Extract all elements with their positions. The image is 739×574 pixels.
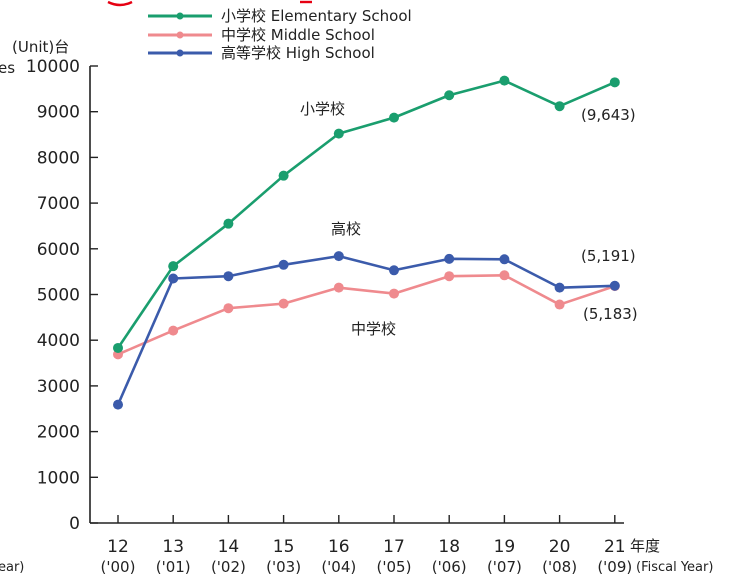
y-tick-label: 0 [69, 514, 80, 534]
unit-label: (Unit)台 [12, 38, 69, 56]
data-point-high [113, 399, 123, 410]
x-tick-sublabel: ('04) [321, 558, 356, 574]
series-line-middle [117, 274, 616, 356]
data-point-elementary [444, 90, 455, 101]
x-tick-sublabel: ('08) [542, 558, 577, 574]
y-tick-label: 9000 [37, 103, 80, 123]
series-elementary [113, 75, 620, 353]
legend: 小学校 Elementary School 中学校 Middle School … [148, 7, 412, 62]
y-tick-label: 10000 [26, 57, 80, 77]
series-high [113, 251, 620, 410]
legend-item-middle: 中学校 Middle School [148, 26, 375, 44]
data-point-high [609, 280, 620, 291]
x-tick-sublabel: ('03) [266, 558, 301, 574]
y-tick-label: 5000 [37, 286, 80, 306]
data-point-high [278, 259, 289, 270]
x-tick-label: 12 [107, 537, 129, 557]
data-point-elementary [389, 112, 399, 123]
data-point-elementary [333, 128, 344, 139]
x-tick-label: 14 [218, 537, 240, 557]
x-tick-sublabel: ('02) [211, 558, 246, 574]
legend-marker-elementary [176, 12, 184, 20]
data-point-middle [389, 288, 399, 299]
data-point-elementary [499, 75, 510, 86]
y-tick-label: 3000 [37, 377, 80, 397]
data-point-middle [444, 271, 455, 282]
x-tick-label: 15 [273, 537, 295, 557]
top-title-fragment [107, 0, 133, 7]
ann-elementary-value: (9,643) [581, 106, 636, 124]
x-tick-sublabel: ('09) [597, 558, 632, 574]
y-tick-label: 7000 [37, 194, 80, 214]
data-point-elementary [554, 101, 565, 112]
ann-middle-value: (5,183) [583, 305, 638, 323]
data-point-middle [333, 282, 344, 293]
series-line-elementary [116, 79, 616, 349]
y-tick-label: 4000 [37, 331, 80, 351]
ann-middle-label: 中学校 [351, 320, 396, 338]
ann-elementary-label: 小学校 [300, 100, 345, 118]
ann-high-label: 高校 [331, 220, 361, 238]
x-tick-sublabel: ('01) [156, 558, 191, 574]
y-tick-label: 8000 [37, 148, 80, 168]
x-axis-label-en: (Fiscal Year) [636, 560, 713, 574]
data-point-elementary [113, 342, 123, 353]
data-point-high [223, 271, 234, 282]
y-axis-label-fragment: es [0, 59, 15, 77]
series-middle [113, 270, 620, 360]
x-tick-sublabel: ('07) [487, 558, 522, 574]
data-point-high [333, 251, 344, 262]
x-tick-label: 20 [549, 537, 571, 557]
x-tick-label: 13 [162, 537, 184, 557]
data-point-elementary [609, 77, 620, 88]
legend-item-elementary: 小学校 Elementary School [148, 7, 412, 25]
x-tick-sublabel: ('00) [101, 558, 136, 574]
data-point-elementary [278, 170, 289, 181]
data-point-middle [168, 325, 179, 336]
legend-marker-middle [176, 31, 184, 39]
data-point-high [444, 253, 455, 264]
series-line-high [116, 254, 615, 406]
x-axis-label-left-fragment: ear) [0, 560, 24, 574]
x-tick-sublabel: ('05) [377, 558, 412, 574]
series-layer [113, 75, 620, 410]
x-tick-label: 17 [383, 537, 405, 557]
data-point-high [554, 282, 565, 293]
data-point-middle [499, 270, 510, 281]
x-tick-label: 19 [494, 537, 516, 557]
legend-label-elementary: 小学校 Elementary School [221, 7, 412, 25]
y-tick-label: 1000 [37, 468, 80, 488]
x-tick-label: 16 [328, 537, 350, 557]
data-point-high [389, 265, 399, 276]
ann-high-value: (5,191) [581, 247, 636, 265]
y-axis-ticks: 0 1000 2000 3000 4000 5000 6000 7000 8000 9000 100… [26, 57, 98, 534]
legend-label-high: 高等学校 High School [221, 44, 375, 62]
x-axis-ticks: 12('00)13('01)14('02)15('03)16('04)17('0… [101, 515, 632, 574]
data-point-elementary [168, 261, 179, 272]
data-point-high [499, 254, 510, 265]
x-axis-label-jp: 年度 [630, 537, 660, 555]
data-point-middle [278, 298, 289, 309]
legend-item-high: 高等学校 High School [148, 44, 375, 62]
data-point-middle [554, 299, 565, 310]
data-point-middle [223, 303, 234, 314]
x-tick-label: 21 [604, 537, 626, 557]
data-point-high [168, 273, 179, 284]
legend-label-middle: 中学校 Middle School [221, 26, 375, 44]
legend-marker-high [176, 49, 184, 57]
y-tick-label: 6000 [37, 240, 80, 260]
data-point-elementary [223, 218, 234, 229]
y-tick-label: 2000 [37, 423, 80, 443]
x-tick-label: 18 [438, 537, 460, 557]
x-tick-sublabel: ('06) [432, 558, 467, 574]
